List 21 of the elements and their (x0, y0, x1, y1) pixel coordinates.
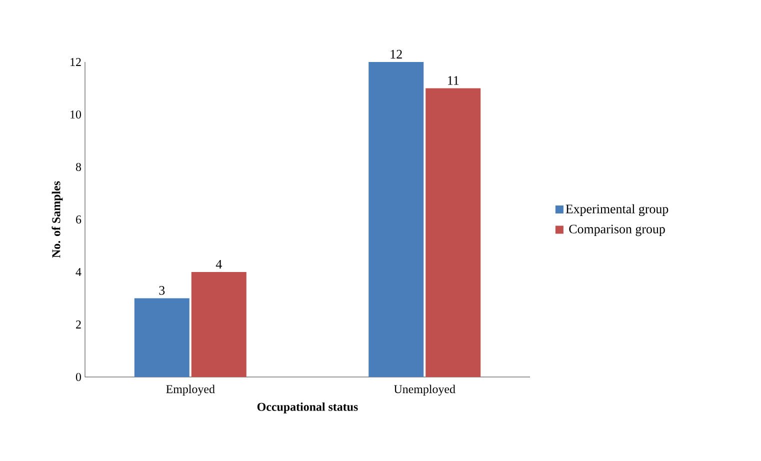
y-tick-label: 6 (76, 215, 82, 224)
data-label: 12 (390, 50, 402, 58)
x-tick-label: Employed (166, 384, 215, 396)
data-label: 4 (216, 260, 222, 268)
x-axis-title: Occupational status (257, 402, 358, 414)
bar (426, 88, 481, 377)
data-label: 11 (448, 76, 459, 85)
bar (368, 62, 424, 377)
y-axis-title: No. of Samples (52, 181, 63, 258)
legend-label: Comparison group (569, 224, 665, 236)
y-tick-label: 2 (76, 320, 81, 328)
x-tick-label: Unemployed (394, 384, 456, 396)
bar (191, 272, 246, 377)
y-tick-label: 0 (76, 372, 82, 382)
y-tick-label: 8 (76, 162, 82, 172)
bar (134, 298, 190, 377)
legend-label: Experimental group (566, 204, 668, 216)
data-label: 3 (159, 286, 165, 295)
y-tick-label: 12 (70, 58, 81, 66)
y-tick-label: 10 (70, 110, 82, 119)
y-tick-label: 4 (76, 268, 82, 276)
